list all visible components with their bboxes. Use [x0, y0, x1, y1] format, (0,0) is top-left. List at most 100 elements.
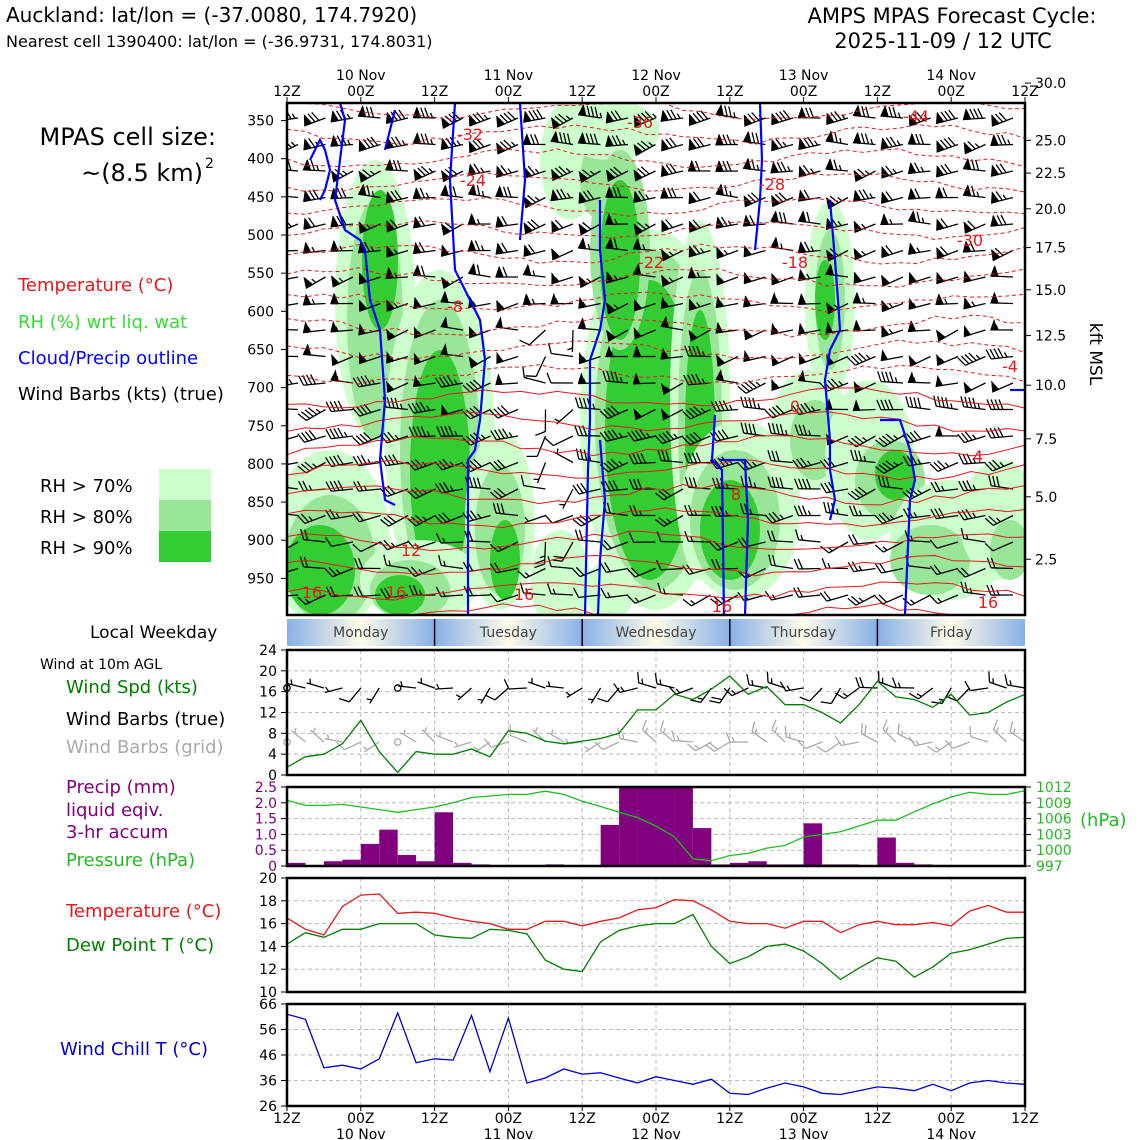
barb-full [988, 461, 997, 470]
barb-full [325, 429, 332, 440]
barb-full [603, 539, 612, 549]
barb-shaft [454, 741, 472, 748]
barb-half [335, 326, 339, 332]
barb-full [942, 187, 948, 198]
barb-shaft [638, 682, 657, 689]
wind-barb [907, 132, 931, 146]
barb-full [1001, 134, 1007, 146]
wind-barb [550, 292, 574, 305]
barb-full [297, 465, 307, 474]
barb-full [394, 397, 399, 409]
barb-full [993, 134, 999, 146]
bottom-date-label: 13 Nov [779, 1127, 829, 1140]
rh80-label: RH > 80% [40, 507, 133, 528]
barb-full [435, 533, 442, 544]
wind-barb [522, 133, 546, 146]
barb-full [552, 189, 559, 200]
barb-full [496, 166, 505, 176]
barb-half [862, 297, 866, 304]
barb-full [631, 430, 639, 441]
barb-half [732, 139, 736, 145]
rh-region [600, 180, 640, 340]
barb-flag [440, 316, 448, 329]
surface-wind-barb-true [709, 687, 731, 704]
y-tick-label: 1.0 [255, 827, 277, 843]
barb-half [480, 167, 485, 173]
barb-full [881, 192, 889, 202]
surface-wind-barb-true [597, 687, 620, 703]
barb-shaft [490, 741, 509, 748]
wind-barb [412, 374, 436, 388]
barb-full [963, 221, 973, 231]
barb-half [366, 224, 371, 229]
barb-full [520, 474, 525, 486]
barb-half [455, 694, 462, 698]
barb-half [837, 197, 843, 202]
barb-shaft [496, 594, 519, 603]
wind-barb [468, 355, 491, 369]
barb-full [881, 246, 890, 256]
wind-barb [325, 480, 354, 492]
barb-full [407, 518, 417, 527]
cloud-outline [383, 109, 397, 151]
barb-full [881, 476, 886, 487]
barb-full [779, 681, 787, 692]
wind-barb [957, 352, 986, 366]
barb-half [916, 693, 922, 698]
barb-half [917, 458, 922, 465]
wind-barb [633, 327, 656, 340]
barb-full [803, 137, 811, 148]
top-time-label: 00Z [642, 84, 669, 100]
barb-full [711, 696, 723, 701]
wind-barb [606, 329, 629, 342]
surface-wind-barb-grid [969, 725, 989, 743]
wind-barb [605, 213, 629, 225]
barb-half [524, 572, 530, 577]
barb-full [695, 452, 702, 463]
y-tick-label: 36 [259, 1074, 277, 1090]
temperature-contour [287, 243, 1025, 265]
wind-barb [875, 433, 904, 448]
barb-shaft [306, 682, 325, 689]
barb-full [747, 113, 756, 123]
wind-barb [984, 514, 1014, 526]
wind-barb [324, 567, 354, 578]
barb-half [729, 404, 733, 411]
barb-full [448, 425, 454, 437]
barb-shaft [825, 741, 841, 753]
barb-full [661, 220, 670, 230]
barb-full [913, 397, 918, 408]
barb-full [992, 215, 999, 226]
barb-full [716, 355, 725, 364]
barb-full [576, 483, 584, 494]
barb-full [333, 293, 339, 304]
wind-barb [633, 140, 656, 157]
barb-full [469, 407, 479, 416]
barb-half [940, 485, 945, 491]
barb-full [280, 399, 284, 409]
surface-wind-barb-grid [784, 726, 804, 743]
contour-label: 4 [973, 447, 983, 466]
barb-full [468, 476, 474, 488]
wind-barb [742, 214, 766, 227]
barb-full [751, 132, 756, 144]
wind-barb [902, 594, 931, 606]
barb-half [362, 356, 367, 362]
wind-barb [436, 425, 464, 437]
barb-full [864, 724, 867, 736]
temperature-contour [287, 602, 974, 615]
barb-full [737, 538, 745, 548]
barb-half [442, 537, 446, 544]
rh90-swatch [159, 531, 211, 562]
barb-full [442, 512, 451, 522]
barb-full [857, 486, 868, 495]
wind-barb [929, 539, 959, 549]
barb-full [332, 111, 339, 121]
barb-half [912, 302, 917, 308]
barb-full [468, 530, 474, 542]
barb-shaft [941, 687, 952, 704]
surface-wind-barb-grid [483, 738, 509, 748]
contour-label: -8 [447, 297, 463, 316]
barb-full [658, 490, 668, 499]
barb-full [992, 719, 999, 730]
